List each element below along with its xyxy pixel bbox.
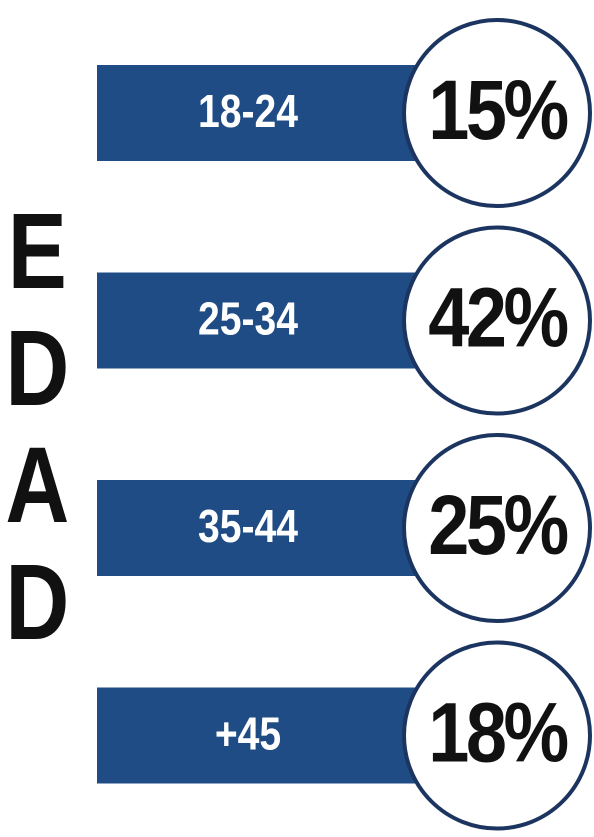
value-text: 42%: [428, 270, 568, 364]
value-circle: [402, 433, 592, 623]
age-label: 18-24: [198, 86, 298, 138]
age-bar: [97, 65, 427, 161]
age-bar: [97, 272, 427, 369]
value-circle: [402, 225, 592, 416]
value-text: 15%: [428, 63, 568, 157]
value-circle: [402, 18, 592, 208]
age-label: 25-34: [198, 294, 298, 346]
age-label: +45: [215, 709, 281, 761]
title: EDAD: [0, 190, 87, 658]
age-bar: [97, 687, 427, 784]
value-text: 18%: [428, 685, 568, 779]
value-circle: [402, 640, 592, 831]
age-label: 35-44: [198, 501, 298, 553]
age-bar: [97, 480, 427, 576]
value-text: 25%: [428, 478, 568, 572]
